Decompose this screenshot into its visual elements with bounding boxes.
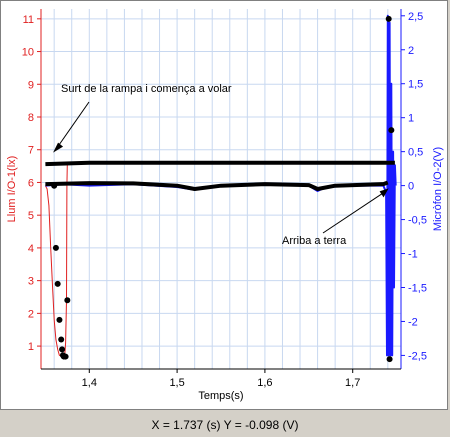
data-marker [64,297,71,304]
left-axis-tick-label: 3 [28,276,34,288]
annotation-takeoff: Surt de la rampa i comença a volar [61,83,232,95]
annotation-landing-arrow [322,190,386,234]
x-axis-tick-label: 1,7 [345,377,360,389]
cursor-readout: X = 1.737 (s) Y = -0.098 (V) [0,412,450,437]
right-axis-tick-label: -1,5 [408,282,427,294]
left-axis-title: Llum I/O-1(lx) [6,156,18,223]
right-axis-tick-label: 0,5 [408,147,423,159]
right-axis-tick-label: 0 [408,181,414,193]
data-marker [386,356,393,363]
left-axis-tick-label: 8 [28,112,34,124]
left-axis-tick-label: 11 [23,14,34,26]
right-axis-tick-label: 1,5 [408,79,423,91]
right-axis-tick-label: -0,5 [408,215,427,227]
series-line-3 [45,180,389,191]
x-axis-tick-label: 1,4 [82,377,97,389]
data-marker [54,280,61,287]
cursor-readout-text: X = 1.737 (s) Y = -0.098 (V) [151,417,299,432]
left-axis-tick-label: 1 [28,341,34,353]
data-marker [58,336,65,343]
plot-area[interactable]: 1 2 3 4 5 6 7 8 9 10 11 2,5 2 1,5 1 0,5 0 -0,5 -1 -1,5 -2 -2,… [0,0,448,410]
series-line-2 [45,160,395,167]
left-axis-tick-label: 5 [28,210,34,222]
left-axis-tick-label: 6 [28,177,34,189]
annotation-takeoff-arrow [54,101,90,151]
data-marker [52,244,59,251]
x-axis-tick-label: 1,5 [169,377,184,389]
data-marker [388,127,395,134]
x-axis-title: Temps(s) [198,390,243,402]
data-marker [51,182,58,189]
left-axis-tick-label: 4 [28,243,34,255]
dual-axis-chart[interactable]: 1 2 3 4 5 6 7 8 9 10 11 2,5 2 1,5 1 0,5 0 -0,5 -1 -1,5 -2 -2,… [1,1,449,411]
annotation-landing: Arriba a terra [282,235,347,247]
right-axis-tick-label: -2,5 [408,350,427,362]
left-axis-tick-label: 7 [28,145,34,157]
data-marker [62,353,69,360]
data-marker [59,346,66,353]
annotation-takeoff-arrowhead [53,142,64,153]
grid [41,9,401,369]
right-axis-title: Micròfon I/O-2(V) [432,147,444,231]
right-axis-tick-label: 2,5 [408,11,423,23]
data-marker [385,15,392,22]
right-axis-tick-label: 1 [408,113,414,125]
right-axis-tick-label: 2 [408,45,414,57]
data-marker [56,316,63,323]
left-axis-tick-label: 2 [28,308,34,320]
series-line-0 [44,164,68,358]
annotation-landing-arrowhead [379,188,389,198]
x-axis-tick-label: 1,6 [257,377,272,389]
right-axis-tick-label: -2 [408,316,418,328]
left-axis-tick-label: 9 [28,79,34,91]
left-axis-tick-label: 10 [22,47,34,59]
right-axis-tick-label: -1 [408,249,418,261]
